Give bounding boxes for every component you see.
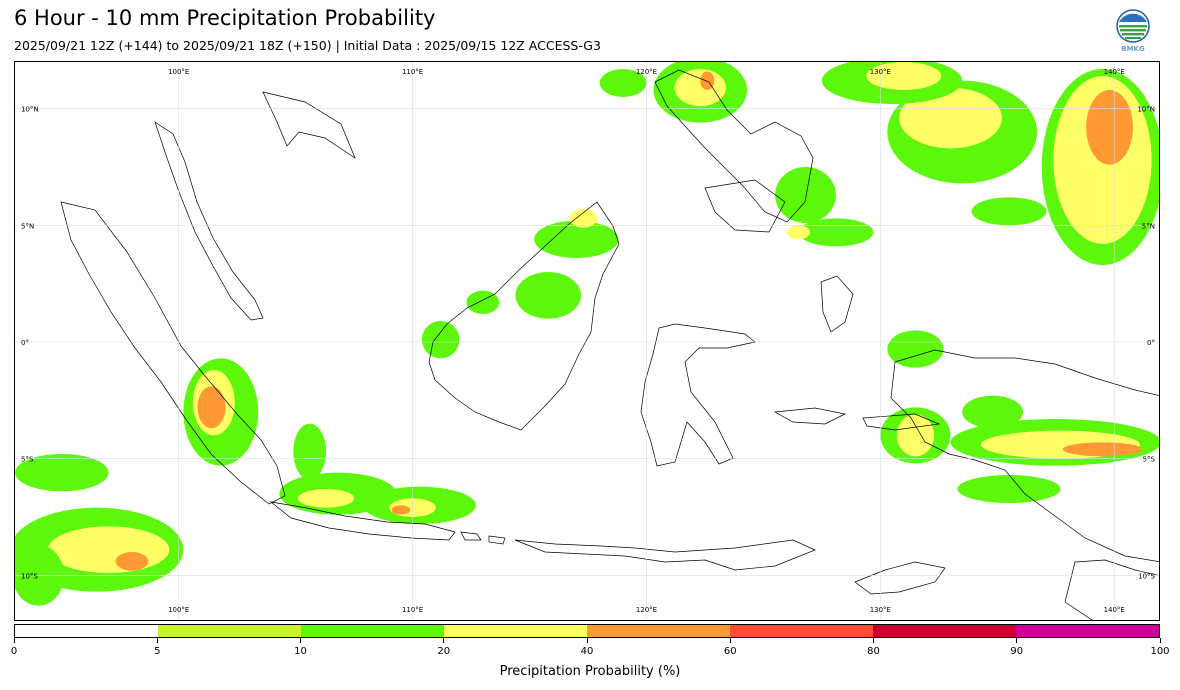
lon-label-bottom: 110°E — [402, 606, 423, 614]
colorbar-tick — [586, 638, 588, 643]
precip-area — [887, 330, 944, 368]
lat-label-right: 5°N — [1142, 222, 1155, 230]
colorbar-tick — [13, 638, 15, 643]
lat-label-right: 10°S — [1138, 572, 1155, 580]
map-canvas: 100°E 100°E 110°E 110°E 120°E 120°E 130°E 130°E… — [15, 62, 1159, 620]
colorbar-segment — [730, 625, 873, 637]
coast-borneo — [428, 201, 620, 431]
chart-title: 6 Hour - 10 mm Precipitation Probability — [14, 6, 436, 30]
colorbar-tick-label: 20 — [437, 646, 451, 657]
coast-seram-buru — [773, 407, 941, 431]
lon-label-bottom: 100°E — [168, 606, 189, 614]
colorbar-segment — [15, 625, 158, 637]
lat-label-left: 10°S — [21, 572, 38, 580]
coast-australia — [1064, 559, 1159, 620]
colorbar-tick-label: 5 — [154, 646, 161, 657]
coastline-layer — [60, 69, 1159, 620]
coast-indochina — [262, 91, 356, 159]
precip-area — [47, 526, 170, 573]
precip-area — [866, 62, 942, 90]
colorbar-segment — [301, 625, 444, 637]
coast-mindanao — [704, 179, 786, 233]
colorbar-tick-label: 0 — [10, 646, 18, 657]
colorbar-tick — [873, 638, 874, 643]
precip-area — [197, 386, 226, 429]
colorbar-tick — [1016, 638, 1018, 643]
lat-label-left: 0° — [21, 339, 29, 347]
precip-area — [293, 423, 327, 480]
colorbar-tick-label: 90 — [1010, 646, 1024, 657]
lon-label-top: 130°E — [870, 68, 891, 76]
coast-bali-lombok — [460, 531, 506, 545]
precip-area — [1086, 90, 1133, 165]
lon-label-bottom: 120°E — [636, 606, 657, 614]
precip-area — [775, 167, 836, 223]
precip-area — [674, 69, 726, 107]
lon-label-top: 110°E — [402, 68, 423, 76]
lat-label-left: 10°N — [21, 106, 39, 114]
colorbar-tick-label: 100 — [1150, 646, 1170, 657]
colorbar-segment — [444, 625, 587, 637]
colorbar — [14, 624, 1160, 638]
lon-label-top: 120°E — [636, 68, 657, 76]
precip-area — [515, 272, 581, 319]
coast-sumatra — [60, 201, 286, 505]
colorbar-tick — [156, 638, 158, 643]
precip-area — [391, 505, 411, 515]
coast-sulawesi — [640, 323, 756, 467]
coast-timor — [854, 561, 946, 595]
lat-label-right: 5°S — [1143, 456, 1156, 464]
precipitation-layer — [15, 62, 1159, 606]
precip-area — [466, 290, 500, 314]
chart-subtitle: 2025/09/21 12Z (+144) to 2025/09/21 18Z … — [14, 38, 601, 53]
precip-area — [971, 197, 1047, 226]
precip-area — [1062, 442, 1143, 457]
lon-label-bottom: 130°E — [870, 606, 891, 614]
precip-area — [534, 220, 619, 258]
grid-lines — [15, 62, 1159, 620]
colorbar-segment — [873, 625, 1016, 637]
precipitation-map: 100°E 100°E 110°E 110°E 120°E 120°E 130°E 130°E… — [14, 61, 1160, 621]
precip-area — [962, 395, 1024, 429]
precip-area — [599, 69, 647, 97]
colorbar-tick-label: 80 — [867, 646, 880, 657]
colorbar-segment — [587, 625, 730, 637]
colorbar-tick-label: 10 — [294, 646, 307, 657]
precip-area — [297, 489, 355, 508]
coast-new-guinea — [890, 349, 1159, 563]
logo-text: BMKG — [1121, 45, 1145, 53]
coast-malay-peninsula — [154, 121, 264, 321]
grid-labels: 100°E 100°E 110°E 110°E 120°E 120°E 130°E 130°E… — [21, 68, 1156, 614]
lon-label-top: 100°E — [168, 68, 189, 76]
colorbar-title: Precipitation Probability (%) — [499, 664, 681, 679]
colorbar-tick-label: 40 — [580, 646, 594, 657]
coast-java — [269, 501, 456, 541]
colorbar-tick-label: 60 — [723, 646, 737, 657]
colorbar-segment — [158, 625, 301, 637]
coast-halmahera — [820, 275, 854, 333]
lat-label-right: 0° — [1147, 339, 1155, 347]
lon-label-bottom: 140°E — [1104, 606, 1125, 614]
lat-label-left: 5°S — [21, 456, 34, 464]
lat-label-right: 10°N — [1137, 106, 1155, 114]
colorbar-segment — [1016, 625, 1159, 637]
precip-area — [421, 321, 460, 359]
precip-area — [115, 552, 149, 571]
bmkg-logo-icon — [1112, 8, 1154, 56]
precip-area — [786, 225, 811, 240]
lat-label-left: 5°N — [21, 222, 34, 230]
coast-nusa-tenggara — [514, 539, 816, 571]
colorbar-tick — [1159, 638, 1161, 643]
lon-label-top: 140°E — [1104, 68, 1125, 76]
precip-area — [15, 454, 109, 492]
precip-area — [957, 475, 1061, 503]
coast-philippines — [654, 69, 814, 223]
colorbar-tick — [729, 638, 731, 643]
precip-area — [896, 414, 935, 457]
precip-area — [569, 209, 598, 228]
precip-area — [899, 87, 1002, 149]
colorbar-tick — [300, 638, 301, 643]
colorbar-tick — [443, 638, 445, 643]
